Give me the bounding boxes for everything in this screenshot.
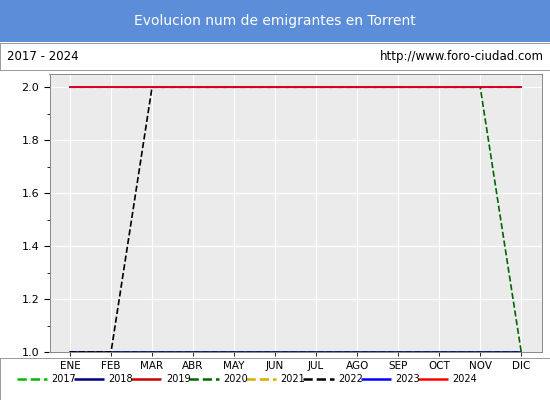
Text: 2021: 2021 — [280, 374, 305, 384]
Text: 2023: 2023 — [395, 374, 420, 384]
Text: 2018: 2018 — [108, 374, 133, 384]
Text: 2022: 2022 — [338, 374, 363, 384]
Text: 2020: 2020 — [223, 374, 248, 384]
Text: 2024: 2024 — [453, 374, 477, 384]
Text: Evolucion num de emigrantes en Torrent: Evolucion num de emigrantes en Torrent — [134, 14, 416, 28]
Text: 2019: 2019 — [166, 374, 190, 384]
Text: 2017 - 2024: 2017 - 2024 — [7, 50, 78, 63]
Text: http://www.foro-ciudad.com: http://www.foro-ciudad.com — [379, 50, 543, 63]
Text: 2017: 2017 — [51, 374, 76, 384]
